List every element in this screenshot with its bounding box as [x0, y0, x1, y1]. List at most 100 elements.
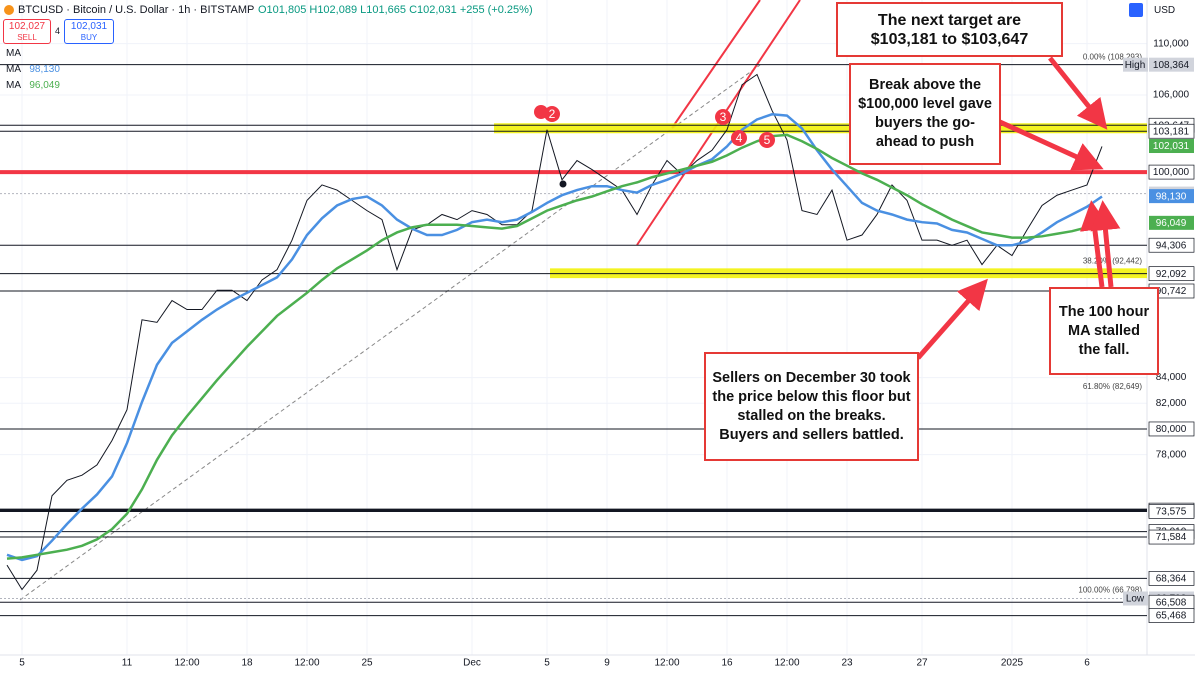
x-tick-label: 6 [1084, 658, 1090, 669]
legend-entry: MA 96,049 [6, 80, 60, 91]
price-label-box [1149, 215, 1194, 230]
spread: 4 [55, 26, 61, 36]
price-line [6, 73, 1103, 591]
price-label-box [1148, 123, 1195, 139]
marker-label: 2 [549, 107, 556, 121]
buy-price: 102,031 [70, 21, 108, 32]
currency[interactable]: USD [1154, 5, 1176, 16]
fib-label: 100.00% (66,798) [1078, 586, 1142, 595]
x-tick-label: 12:00 [774, 658, 799, 669]
legend-value: 98,130 [29, 64, 60, 75]
price-label: 65,468 [1156, 611, 1187, 622]
price-label: 92,092 [1156, 269, 1187, 280]
y-tick-label: 84,000 [1156, 372, 1187, 383]
buy-button[interactable]: 102,031 BUY [64, 19, 114, 44]
ohlc: O101,805 H102,089 L101,665 C102,031 +255… [258, 4, 533, 16]
price-label: 94,306 [1156, 240, 1187, 251]
price-label: 108,364 [1153, 60, 1190, 71]
marker: 4 [731, 130, 747, 146]
price-label-box [1148, 504, 1195, 519]
indicator-label: MA [6, 48, 21, 59]
price-label: 98,130 [1156, 191, 1187, 202]
price-label-box [1149, 139, 1194, 154]
channel-line [671, 0, 761, 129]
x-tick-label: 18 [241, 658, 253, 669]
zone [494, 123, 1147, 134]
ma-line [6, 113, 1103, 562]
price-label-box [1148, 529, 1195, 545]
x-tick-label: 12:00 [654, 658, 679, 669]
price-label-box [1149, 57, 1194, 72]
price-label: 66,508 [1156, 597, 1187, 608]
arrow [1090, 200, 1121, 288]
marker: 2 [544, 106, 560, 122]
annotation: Break above the $100,000 level gave buye… [849, 63, 1001, 165]
x-tick-label: 9 [604, 658, 610, 669]
compare-icon [1129, 3, 1143, 17]
x-tick-label: 23 [841, 658, 853, 669]
legend-name: MA [6, 64, 21, 75]
price-label: 80,000 [1156, 424, 1187, 435]
marker-label: 3 [720, 110, 727, 124]
arrow [998, 119, 1104, 171]
x-tick-label: 25 [361, 658, 373, 669]
price-label: 96,049 [1156, 218, 1187, 229]
x-tick-label: 12:00 [294, 658, 319, 669]
tag-box [1123, 57, 1148, 72]
legend-name: MA [6, 80, 21, 91]
arrow [1048, 56, 1108, 130]
fib-label: 0.00% (108,293) [1083, 53, 1142, 62]
legend-value: 96,049 [29, 80, 60, 91]
x-tick-label: Dec [463, 658, 481, 669]
marker: 5 [759, 132, 775, 148]
marker-label: 5 [764, 133, 771, 147]
price-tag: Low [1126, 594, 1145, 605]
annotation: The next target are $103,181 to $103,647 [836, 2, 1063, 57]
ma-line [6, 133, 1103, 560]
marker: 3 [715, 109, 731, 125]
buy-label: BUY [80, 33, 98, 42]
price-label-box [1148, 421, 1195, 437]
price-label-box [1148, 237, 1195, 253]
price-label: 90,742 [1156, 286, 1187, 297]
symbol-title: BTCUSD · Bitcoin / U.S. Dollar · 1h · BI… [18, 4, 255, 16]
arrow [916, 278, 988, 360]
x-tick-label: 12:00 [174, 658, 199, 669]
y-tick-label: 106,000 [1153, 90, 1190, 101]
price-label-box [1148, 571, 1195, 586]
price-label: 68,364 [1156, 574, 1187, 585]
price-label: 100,000 [1153, 167, 1190, 178]
price-label-box [1148, 608, 1195, 623]
symbol-icon [4, 5, 14, 15]
annotation: Sellers on December 30 took the price be… [704, 352, 919, 461]
marker-label: 4 [736, 131, 743, 145]
price-label-box [1149, 189, 1194, 204]
x-tick-label: 5 [544, 658, 550, 669]
x-tick-label: 16 [721, 658, 733, 669]
fib-label: 61.80% (82,649) [1083, 382, 1142, 391]
sell-price: 102,027 [8, 21, 46, 32]
price-label: 73,575 [1156, 507, 1187, 518]
price-label: 71,584 [1156, 532, 1187, 543]
x-tick-label: 11 [122, 658, 133, 669]
y-tick-label: 82,000 [1156, 398, 1187, 409]
tag-box [1123, 591, 1148, 606]
y-tick-label: 78,000 [1156, 449, 1187, 460]
sell-button[interactable]: 102,027 SELL [3, 19, 51, 44]
price-label-box [1148, 164, 1195, 180]
fib-trend-line [19, 64, 761, 601]
y-tick-label: 110,000 [1153, 38, 1189, 49]
x-tick-label: 2025 [1001, 658, 1024, 669]
price-tag: High [1125, 60, 1146, 71]
x-tick-label: 5 [19, 658, 25, 669]
price-label: 103,181 [1153, 126, 1190, 137]
sell-label: SELL [17, 33, 37, 42]
price-label: 102,031 [1153, 141, 1190, 152]
price-label-box [1148, 266, 1195, 282]
arrow [1079, 200, 1110, 288]
fib-label: 38.20% (92,442) [1083, 256, 1142, 265]
point-marker [559, 180, 567, 188]
